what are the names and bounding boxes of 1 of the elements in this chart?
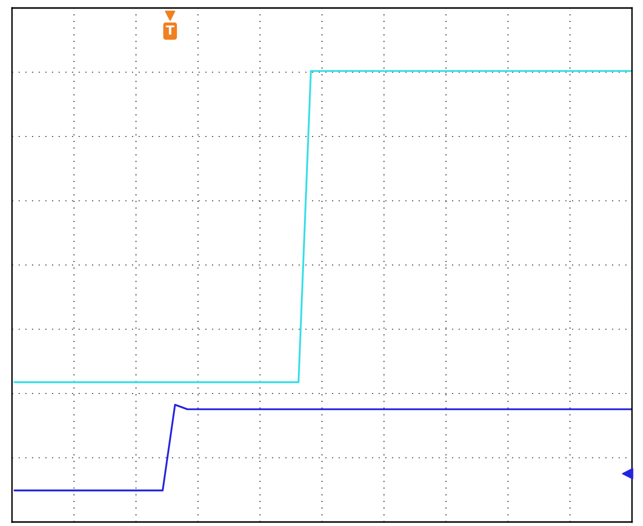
text: T: [166, 25, 174, 35]
